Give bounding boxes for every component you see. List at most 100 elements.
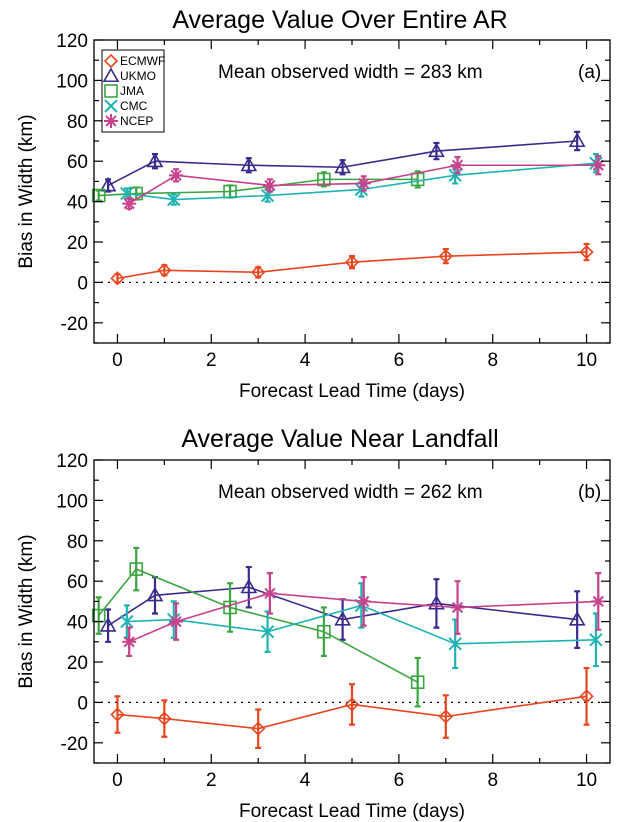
chart-title: Average Value Over Entire AR	[172, 6, 507, 34]
data-point	[344, 255, 360, 270]
panel-b: Average Value Near Landfall 0 2 4 6 8 10 -20 0 20…	[16, 425, 611, 822]
y-tick-label: 20	[67, 653, 88, 674]
y-tick-label: 80	[67, 532, 88, 553]
data-point	[438, 709, 453, 724]
panel-a: Average Value Over Entire AR 0 2 4 6 8 10 -20 0 2…	[16, 6, 611, 402]
data-point	[120, 614, 134, 629]
error-bar	[442, 694, 449, 739]
error-bar	[114, 695, 121, 734]
series-line	[117, 695, 587, 730]
x-tick-label: 4	[300, 350, 311, 371]
mean-width-annotation: Mean observed width = 283 km	[218, 62, 483, 83]
legend-label: JMA	[120, 84, 144, 98]
error-bar	[161, 699, 168, 738]
series-jma	[91, 170, 425, 203]
y-tick-label: -20	[61, 314, 88, 335]
error-bar	[245, 565, 252, 609]
data-point	[591, 158, 606, 173]
legend-marker	[104, 99, 118, 113]
data-point	[122, 196, 137, 211]
data-point	[317, 624, 331, 639]
data-point	[260, 624, 275, 639]
data-point	[438, 249, 453, 264]
series-jma	[91, 546, 425, 708]
x-tick-label: 8	[487, 350, 498, 371]
legend-marker	[104, 84, 118, 98]
data-point	[591, 594, 606, 609]
x-tick-label: 2	[206, 350, 217, 371]
x-tick-label: 4	[300, 770, 311, 791]
data-point	[157, 711, 172, 726]
data-point	[568, 610, 586, 626]
data-point	[428, 142, 445, 158]
data-point	[146, 586, 164, 602]
data-point	[334, 158, 351, 174]
x-tick-label: 10	[576, 350, 597, 371]
y-tick-label: 80	[67, 112, 88, 133]
data-point	[169, 614, 184, 629]
data-point	[99, 176, 117, 192]
error-bar	[95, 596, 102, 635]
series-line	[126, 162, 596, 201]
y-tick-label: 100	[56, 491, 88, 512]
legend-marker	[104, 114, 118, 128]
y-tick-label: 60	[67, 152, 88, 173]
data-point	[262, 178, 277, 193]
y-tick-label: 120	[56, 451, 88, 472]
y-tick-label: 0	[77, 693, 88, 714]
data-point	[240, 578, 258, 594]
data-point	[251, 265, 266, 280]
data-point	[99, 617, 117, 632]
error-bar	[414, 656, 421, 708]
data-point	[157, 263, 172, 278]
error-bar	[95, 189, 102, 202]
series-line	[117, 251, 587, 280]
x-tick-label: 8	[487, 770, 498, 791]
error-bar	[583, 666, 590, 726]
error-bar	[227, 582, 234, 633]
panel-label: (a)	[578, 62, 601, 83]
y-tick-label: 60	[67, 572, 88, 593]
error-bar	[574, 590, 581, 649]
data-point	[146, 152, 164, 168]
legend-label: NCEP	[120, 114, 153, 128]
y-tick-label: 0	[77, 273, 88, 294]
data-point	[344, 697, 360, 712]
series-line	[128, 592, 599, 643]
legend-marker	[103, 53, 119, 69]
error-bar	[349, 683, 355, 726]
y-tick-label: 100	[56, 71, 88, 92]
series-ukmo	[99, 130, 586, 193]
x-tick-label: 6	[394, 350, 405, 371]
data-point	[129, 562, 144, 576]
data-point	[334, 610, 351, 626]
series-ecmwf	[110, 666, 594, 749]
data-point	[167, 192, 181, 207]
mean-width-annotation: Mean observed width = 262 km	[218, 482, 483, 503]
plot-frame	[93, 39, 611, 344]
data-point	[410, 675, 425, 690]
data-point	[579, 689, 594, 704]
data-point	[110, 271, 125, 286]
legend-label: CMC	[120, 99, 148, 113]
data-point	[169, 168, 184, 183]
x-axis-label: Forecast Lead Time (days)	[239, 381, 465, 402]
y-tick-label: 120	[56, 31, 88, 52]
data-point	[568, 132, 586, 148]
error-bar	[133, 546, 140, 592]
data-point	[448, 168, 462, 183]
data-point	[240, 156, 258, 172]
error-bar	[433, 578, 440, 629]
y-axis-label: Bias in Width (km)	[16, 114, 37, 268]
panel-label: (b)	[578, 482, 601, 503]
series-line	[128, 164, 599, 205]
x-tick-label: 10	[576, 770, 597, 791]
y-tick-label: 20	[67, 233, 88, 254]
y-tick-label: 40	[67, 193, 88, 214]
y-tick-label: 40	[67, 613, 88, 634]
data-point	[450, 600, 465, 615]
data-point	[262, 586, 277, 601]
legend-label: ECMWF	[120, 54, 165, 68]
